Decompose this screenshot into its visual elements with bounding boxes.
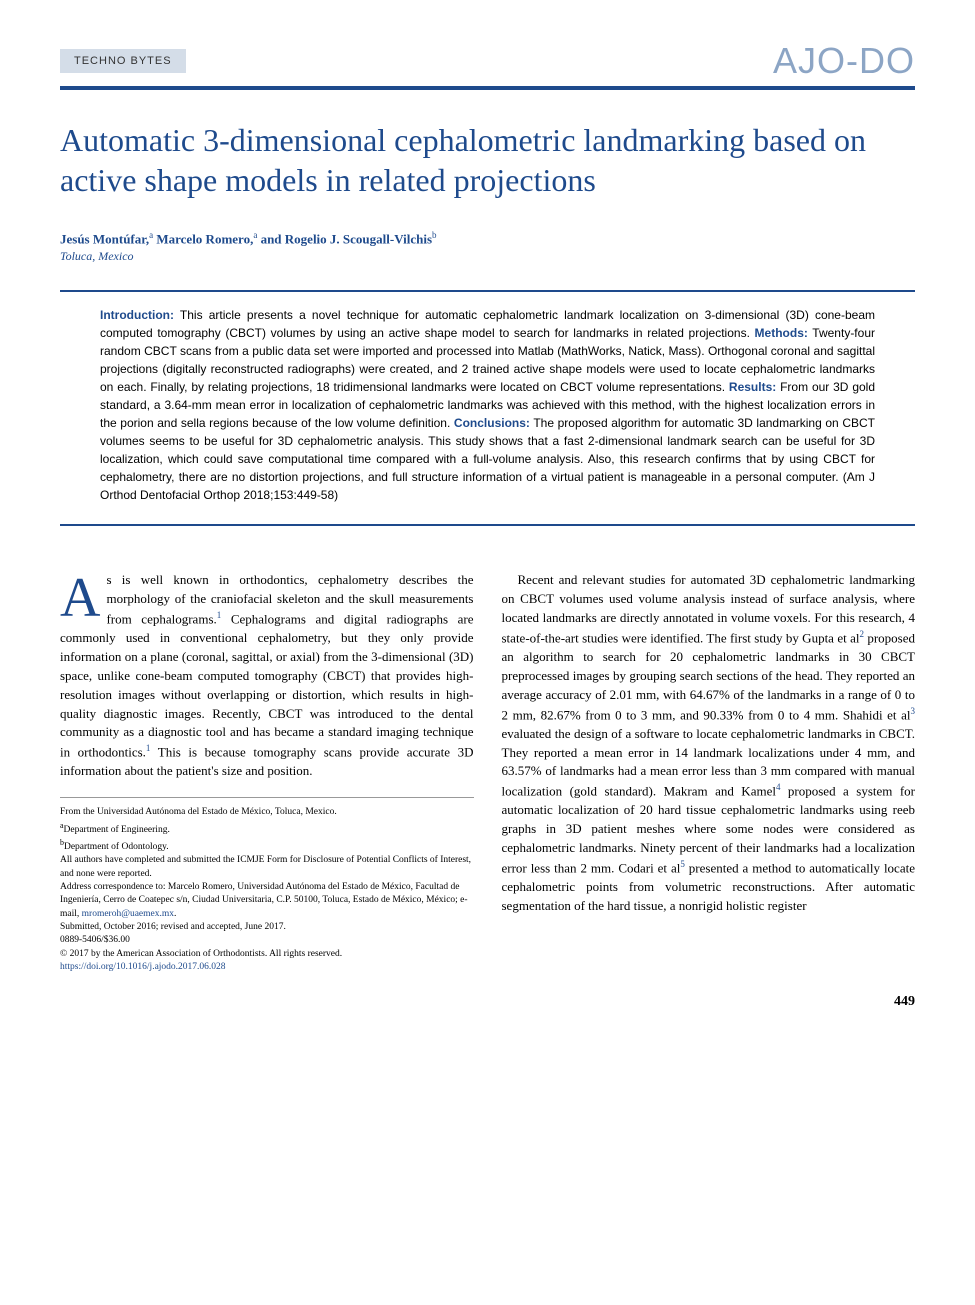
authors-line: Jesús Montúfar,a Marcelo Romero,a and Ro… — [60, 230, 915, 247]
header-bar: TECHNO BYTES AJO-DO — [60, 40, 915, 90]
footnote-dates: Submitted, October 2016; revised and acc… — [60, 921, 474, 934]
author-1: Jesús Montúfar, — [60, 231, 149, 246]
col1-text-b: Cephalograms and digital radiographs are… — [60, 611, 474, 759]
abstract: Introduction: This article presents a no… — [60, 306, 915, 526]
section-label: TECHNO BYTES — [60, 49, 186, 73]
body-paragraph-2: Recent and relevant studies for automate… — [502, 571, 916, 916]
footnote-issn: 0889-5406/$36.00 — [60, 934, 474, 947]
abstract-conclusions-label: Conclusions: — [454, 416, 530, 430]
footnote-addr-b: . — [174, 909, 176, 919]
body-paragraph-1: As is well known in orthodontics, cephal… — [60, 571, 474, 781]
column-right: Recent and relevant studies for automate… — [502, 571, 916, 974]
footnote-dept-a-text: Department of Engineering. — [64, 825, 170, 835]
affil-b: b — [432, 230, 437, 240]
footnote-copyright: © 2017 by the American Association of Or… — [60, 948, 474, 961]
author-location: Toluca, Mexico — [60, 249, 915, 264]
abstract-results-label: Results: — [729, 380, 776, 394]
author-3: and Rogelio J. Scougall-Vilchis — [257, 231, 432, 246]
footnote-dept-b-text: Department of Odontology. — [64, 842, 169, 852]
article-title: Automatic 3-dimensional cephalometric la… — [60, 120, 915, 200]
ref-3[interactable]: 3 — [911, 706, 916, 716]
footnote-dept-a: aDepartment of Engineering. — [60, 820, 474, 837]
abstract-methods-label: Methods: — [755, 326, 808, 340]
column-left: As is well known in orthodontics, cephal… — [60, 571, 474, 974]
page-number: 449 — [60, 994, 915, 1010]
abstract-intro-label: Introduction: — [100, 308, 174, 322]
footnote-dept-b: bDepartment of Odontology. — [60, 837, 474, 854]
footnote-correspondence: Address correspondence to: Marcelo Romer… — [60, 881, 474, 921]
footnote-from: From the Universidad Autónoma del Estado… — [60, 806, 474, 819]
author-block: Jesús Montúfar,a Marcelo Romero,a and Ro… — [60, 230, 915, 292]
footnote-coi: All authors have completed and submitted… — [60, 854, 474, 881]
footnote-email-link[interactable]: mromeroh@uaemex.mx — [82, 909, 174, 919]
col2-text-a: Recent and relevant studies for automate… — [502, 572, 916, 645]
journal-logo: AJO-DO — [773, 40, 915, 82]
author-2: Marcelo Romero, — [153, 231, 253, 246]
dropcap: A — [60, 571, 106, 623]
footnote-doi-link[interactable]: https://doi.org/10.1016/j.ajodo.2017.06.… — [60, 961, 474, 974]
body-columns: As is well known in orthodontics, cephal… — [60, 571, 915, 974]
footnotes: From the Universidad Autónoma del Estado… — [60, 797, 474, 974]
